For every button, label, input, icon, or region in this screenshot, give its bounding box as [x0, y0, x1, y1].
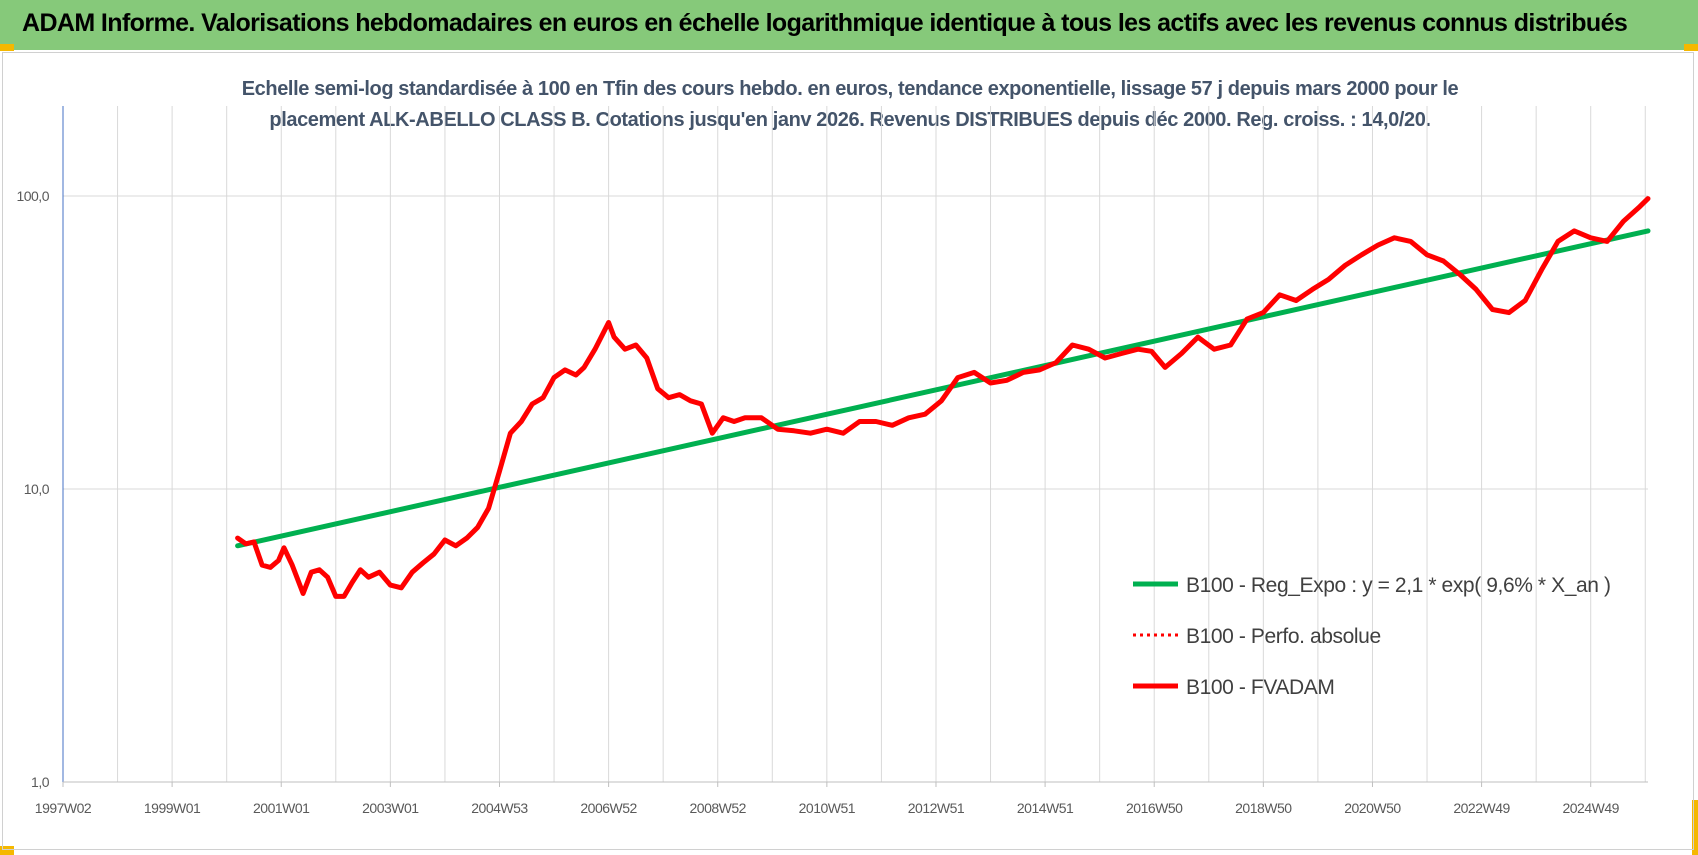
y-tick-label: 100,0	[16, 188, 49, 204]
legend-label: B100 - Reg_Expo : y = 2,1 * exp( 9,6% * …	[1186, 574, 1611, 597]
chart-title: Echelle semi-log standardisée à 100 en T…	[140, 74, 1560, 136]
x-tick-label: 2003W01	[362, 800, 419, 816]
x-tick-label: 2001W01	[253, 800, 310, 816]
corner-marker-top-left	[0, 44, 14, 51]
chart-frame	[2, 52, 1694, 850]
corner-marker-top-right	[1684, 44, 1698, 51]
legend: B100 - Reg_Expo : y = 2,1 * exp( 9,6% * …	[1133, 574, 1611, 699]
x-tick-label: 2010W51	[799, 800, 856, 816]
x-tick-label: 2012W51	[908, 800, 965, 816]
x-tick-label: 1999W01	[144, 800, 201, 816]
chart-title-line-1: Echelle semi-log standardisée à 100 en T…	[241, 78, 1459, 100]
axes	[62, 106, 1648, 787]
x-tick-label: 2020W50	[1344, 800, 1401, 816]
corner-marker-bottom-right	[1692, 800, 1698, 855]
series-layer	[235, 196, 1651, 599]
report-banner: ADAM Informe. Valorisations hebdomadaire…	[0, 0, 1698, 50]
grid-lines	[63, 106, 1648, 782]
chart-title-line-2: placement ALK-ABELLO CLASS B. Cotations …	[269, 109, 1431, 131]
x-tick-label: 2008W52	[690, 800, 747, 816]
x-tick-label: 2014W51	[1017, 800, 1074, 816]
regression-line	[235, 228, 1651, 549]
x-tick-label: 2018W50	[1235, 800, 1292, 816]
x-tick-label: 2016W50	[1126, 800, 1183, 816]
corner-marker-bottom-left	[0, 846, 14, 855]
report-title: ADAM Informe. Valorisations hebdomadaire…	[22, 9, 1628, 37]
x-tick-label: 2022W49	[1453, 800, 1510, 816]
y-tick-label: 1,0	[31, 774, 50, 790]
legend-label: B100 - FVADAM	[1186, 676, 1334, 699]
legend-label: B100 - Perfo. absolue	[1186, 625, 1381, 648]
y-tick-labels: 1,0 10,0 100,0	[16, 188, 50, 790]
x-tick-label: 2004W53	[471, 800, 528, 816]
x-tick-labels: 1997W02 1999W01 2001W01 2003W01 2004W53 2006W…	[35, 800, 1620, 816]
x-tick-label: 2024W49	[1562, 800, 1619, 816]
y-tick-label: 10,0	[24, 481, 50, 497]
x-tick-label: 1997W02	[35, 800, 92, 816]
fvadam-line	[235, 196, 1651, 599]
x-tick-label: 2006W52	[580, 800, 637, 816]
